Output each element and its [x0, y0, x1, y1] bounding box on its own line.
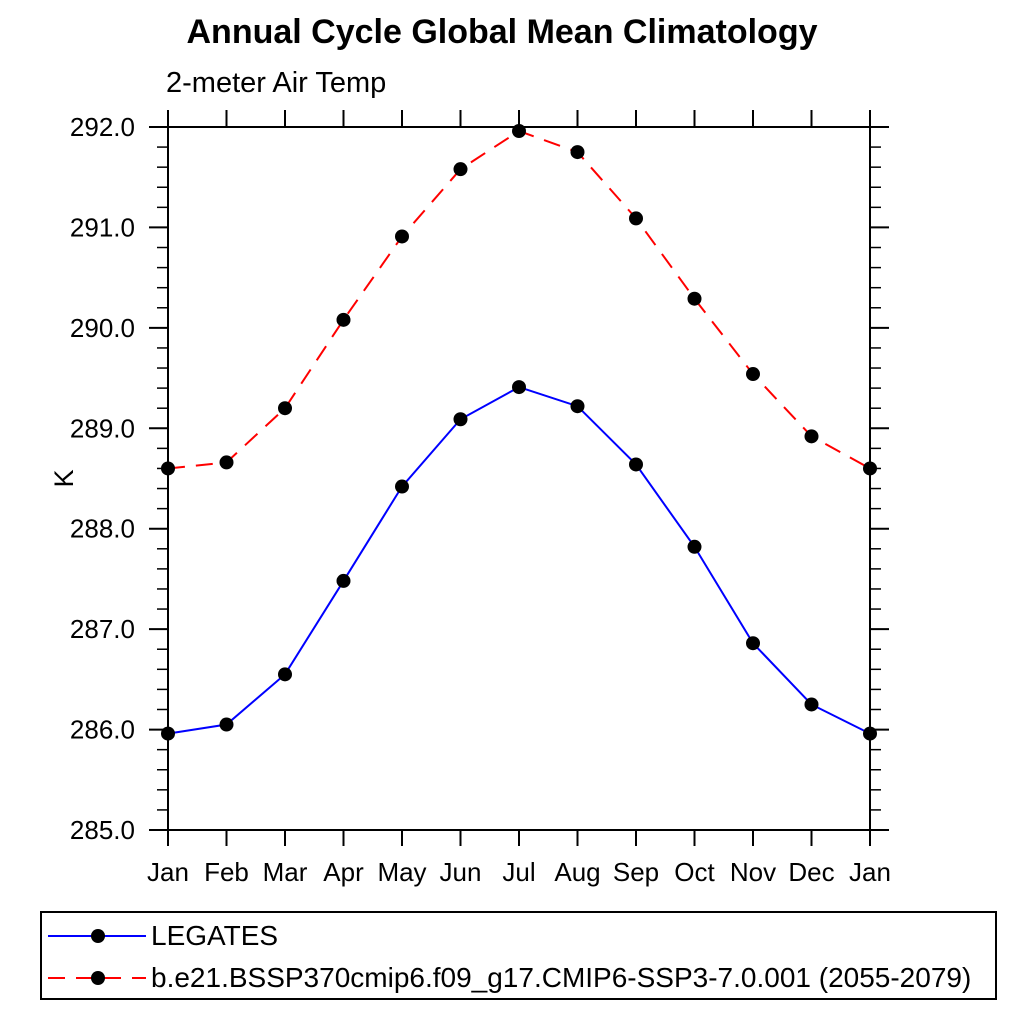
x-tick-label: Jan — [147, 857, 189, 887]
data-point-0-Dec — [804, 697, 819, 712]
data-point-1-Dec — [804, 429, 819, 444]
y-tick-label: 288.0 — [70, 514, 135, 544]
y-tick-label: 286.0 — [70, 715, 135, 745]
x-tick-label: Jan — [849, 857, 891, 887]
x-tick-label: Dec — [788, 857, 834, 887]
y-axis-label: K — [49, 469, 79, 487]
data-point-0-Aug — [570, 399, 585, 414]
data-point-1-Jan — [863, 461, 877, 476]
series-line-1 — [167, 129, 871, 470]
x-tick-label: Feb — [204, 857, 249, 887]
x-tick-label: Sep — [613, 857, 659, 887]
x-tick-label: Apr — [323, 857, 364, 887]
legend-label-model-run: b.e21.BSSP370cmip6.f09_g17.CMIP6-SSP3-7.… — [151, 962, 972, 993]
y-tick-label: 290.0 — [70, 313, 135, 343]
data-point-1-Jan — [161, 461, 175, 476]
series-line-0 — [167, 386, 871, 735]
y-tick-label: 285.0 — [70, 815, 135, 845]
x-tick-label: Jun — [440, 857, 482, 887]
y-tick-label: 292.0 — [70, 112, 135, 142]
data-point-0-Jan — [863, 726, 877, 741]
x-tick-label: May — [377, 857, 426, 887]
data-point-0-Jul — [512, 380, 526, 395]
x-tick-label: Nov — [730, 857, 776, 887]
legend-entry-legates: LEGATES — [45, 920, 279, 951]
chart-title: Annual Cycle Global Mean Climatology — [186, 13, 818, 51]
legend-entry-model-run: b.e21.BSSP370cmip6.f09_g17.CMIP6-SSP3-7.… — [45, 962, 972, 993]
x-tick-label: Jul — [502, 857, 535, 887]
x-tick-label: Aug — [554, 857, 600, 887]
data-point-1-Mar — [278, 401, 292, 416]
data-point-1-Nov — [746, 367, 760, 382]
data-point-0-Jun — [453, 412, 468, 427]
data-point-1-May — [395, 229, 409, 244]
data-point-0-Jan — [161, 726, 175, 741]
chart-subtitle: 2-meter Air Temp — [166, 67, 387, 99]
x-tick-label: Mar — [263, 857, 308, 887]
data-point-0-Mar — [278, 667, 292, 682]
data-point-0-May — [395, 479, 409, 494]
legend-label-legates: LEGATES — [151, 920, 279, 951]
data-point-1-Jun — [453, 162, 468, 177]
data-point-1-Apr — [336, 312, 351, 327]
legend-swatch-solid-line — [48, 929, 146, 943]
data-point-0-Feb — [219, 717, 234, 732]
data-point-0-Sep — [629, 457, 643, 472]
data-point-0-Oct — [687, 539, 702, 554]
data-point-1-Feb — [219, 455, 234, 470]
y-tick-label: 291.0 — [70, 212, 135, 242]
data-point-1-Sep — [629, 211, 643, 226]
legend-box: LEGATES b.e21.BSSP370cmip6.f09_g17.CMIP6… — [40, 911, 997, 1000]
data-point-0-Apr — [336, 573, 351, 588]
y-tick-label: 289.0 — [70, 413, 135, 443]
y-tick-label: 287.0 — [70, 614, 135, 644]
data-point-1-Aug — [570, 145, 585, 160]
legend-swatch-dashed-line — [48, 971, 146, 985]
x-tick-label: Oct — [674, 857, 715, 887]
data-point-1-Jul — [512, 124, 526, 139]
data-point-0-Nov — [746, 636, 760, 651]
plot-frame — [167, 126, 871, 831]
data-point-1-Oct — [687, 291, 702, 306]
